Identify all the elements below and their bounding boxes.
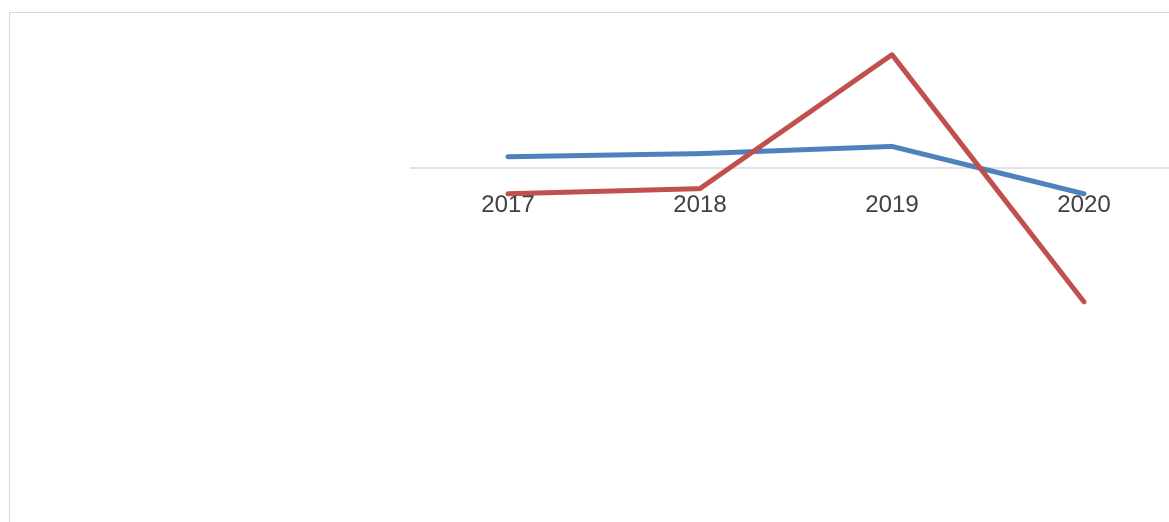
series-line-1: [505, 143, 1087, 197]
x-tick-label: 2019: [865, 191, 918, 218]
line-chart: 2017 2018 2019 2020: [410, 52, 1169, 305]
series-line-2: [505, 52, 1087, 305]
x-tick-label: 2018: [673, 191, 726, 218]
chart-area: [9, 12, 1169, 522]
x-axis-ticks: 2017 2018 2019 2020: [481, 191, 1110, 218]
series-lines: [505, 52, 1087, 305]
